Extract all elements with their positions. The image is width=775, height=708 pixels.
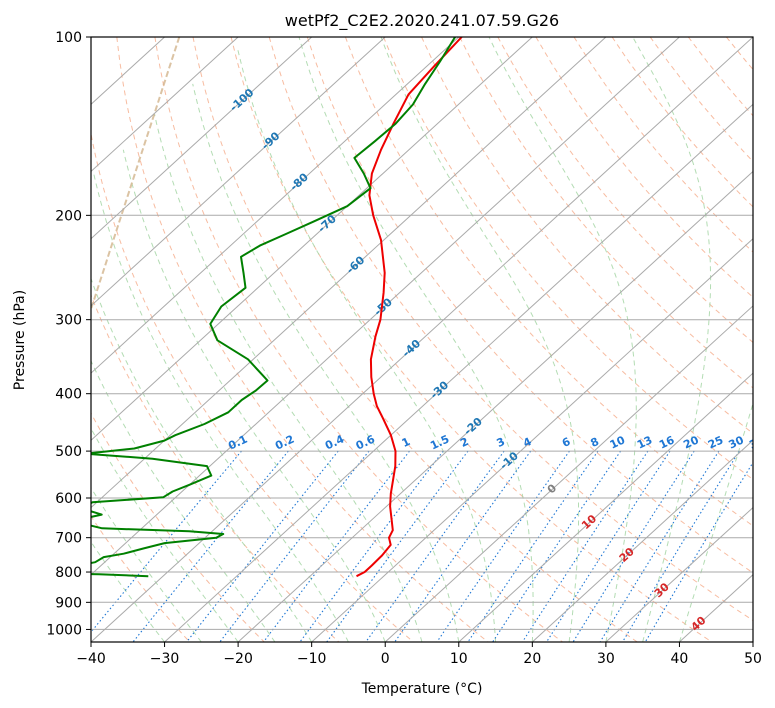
y-tick-label: 500 xyxy=(55,444,82,460)
mixing-ratio-labels: 0.1 0.2 0.4 0.6 1 1.5 2 3 4 6 8 10 13 16 20 25 30 36 xyxy=(226,432,767,452)
moist-adiabat-line xyxy=(91,486,202,642)
dry-adiabat-line xyxy=(497,37,753,344)
guide-curve xyxy=(91,37,181,313)
isotherm-line xyxy=(311,238,753,642)
y-tick-label: 800 xyxy=(55,565,82,581)
moist-adiabat-line xyxy=(91,277,313,642)
isotherm-line xyxy=(237,170,753,642)
x-tick-label: 30 xyxy=(597,651,615,667)
mixing-ratio-line xyxy=(599,450,720,642)
x-tick-label: −40 xyxy=(76,651,106,667)
isotherm-line xyxy=(91,37,753,642)
moist-adiabat-line xyxy=(154,114,423,642)
moist-adiabat-line xyxy=(678,401,753,642)
isotherm-line xyxy=(91,37,386,307)
dry-adiabat-line xyxy=(268,37,753,622)
moist-adiabat-line xyxy=(298,37,534,642)
mixing-ratio-label: 10 xyxy=(608,433,628,451)
dewpoint-profile xyxy=(91,37,456,578)
mixing-ratio-line xyxy=(522,450,649,642)
grid xyxy=(91,37,753,642)
y-tick-label: 1000 xyxy=(46,622,82,638)
isotherm-line xyxy=(91,37,239,173)
x-axis: −40 −30 −20 −10 0 10 20 30 40 50 xyxy=(76,642,762,667)
dry-adiabat-line xyxy=(91,412,265,642)
mixing-ratio-label: 25 xyxy=(706,433,725,451)
mixing-ratio-line xyxy=(326,450,469,642)
isotherm-line xyxy=(91,37,460,374)
mixing-ratio-line xyxy=(186,450,339,642)
y-tick-label: 600 xyxy=(55,491,82,507)
x-tick-label: −30 xyxy=(150,651,180,667)
mixing-ratio-line xyxy=(467,450,599,642)
mixing-ratio-line xyxy=(436,450,570,642)
isotherm-line xyxy=(91,37,607,509)
y-tick-label: 300 xyxy=(55,313,82,329)
dry-adiabat-line xyxy=(91,293,340,642)
isotherm-line xyxy=(384,305,753,642)
dry-adiabat-line xyxy=(91,131,414,642)
y-axis: 100 200 300 400 500 600 700 800 900 1000 xyxy=(46,30,91,638)
dry-adiabat-line xyxy=(383,37,753,481)
series xyxy=(91,37,463,578)
x-axis-label: Temperature (°C) xyxy=(361,681,483,697)
moist-adiabat-line xyxy=(488,37,637,642)
temperature-profile xyxy=(356,37,463,578)
isotherm-line xyxy=(752,641,753,642)
moist-adiabat-line xyxy=(380,37,580,642)
x-tick-label: −10 xyxy=(297,651,327,667)
isotherm-line xyxy=(91,37,313,240)
dry-adiabat-line xyxy=(765,37,775,642)
mixing-ratio-line xyxy=(91,450,242,633)
mixing-ratio-label: 36 xyxy=(747,433,767,451)
y-tick-label: 700 xyxy=(55,531,82,547)
isotherm-line xyxy=(605,506,753,642)
mixing-ratio-label: 20 xyxy=(681,433,701,451)
y-tick-label: 200 xyxy=(55,208,82,224)
chart-title: wetPf2_C2E2.2020.241.07.59.G26 xyxy=(285,11,559,31)
moist-adiabat-line xyxy=(122,149,386,642)
isotherm-line xyxy=(531,439,753,642)
y-tick-label: 400 xyxy=(55,387,82,403)
x-tick-label: −20 xyxy=(223,651,253,667)
mixing-ratio-label: 30 xyxy=(727,433,747,451)
dry-adiabat-line xyxy=(192,37,638,642)
y-axis-label: Pressure (hPa) xyxy=(12,290,28,390)
moist-adiabat-line xyxy=(91,359,276,642)
mixing-ratio-line xyxy=(622,450,740,642)
isotherm-line xyxy=(458,372,753,642)
dry-adiabat-line xyxy=(154,37,563,642)
plot-frame xyxy=(90,36,754,643)
x-tick-label: 20 xyxy=(523,651,541,667)
mixing-ratio-line xyxy=(219,450,370,642)
dry-adiabat-line xyxy=(116,37,489,642)
mixing-ratio-label: 13 xyxy=(635,433,654,451)
y-tick-label: 900 xyxy=(55,595,82,611)
mixing-ratio-line xyxy=(299,450,444,642)
mixing-ratio-label: 16 xyxy=(657,433,677,451)
isotherm-line xyxy=(91,37,680,576)
x-tick-label: 50 xyxy=(744,651,762,667)
x-tick-label: 40 xyxy=(671,651,689,667)
dry-adiabat-line xyxy=(535,37,753,298)
x-tick-label: 0 xyxy=(381,651,390,667)
x-tick-label: 10 xyxy=(450,651,468,667)
moist-adiabat-line xyxy=(91,427,239,642)
isotherm-line xyxy=(91,37,533,441)
y-tick-label: 100 xyxy=(55,30,82,46)
isotherm-line xyxy=(164,103,753,642)
moist-adiabat-line xyxy=(237,49,497,642)
